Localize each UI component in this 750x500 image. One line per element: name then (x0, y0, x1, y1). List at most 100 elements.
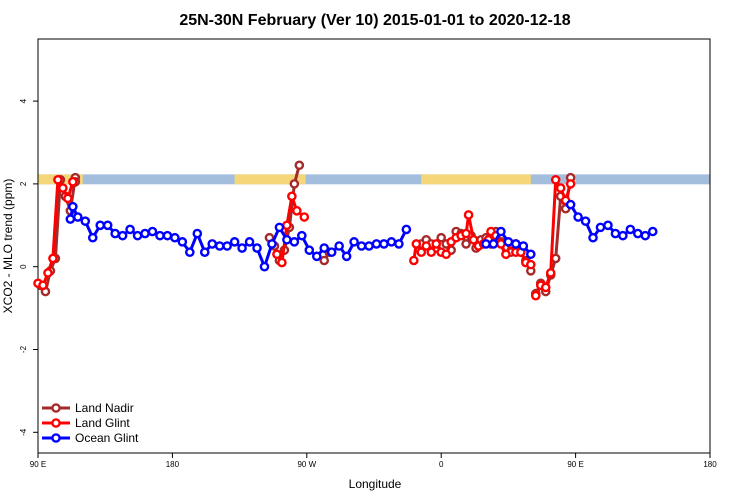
data-point (488, 239, 499, 249)
data-point (633, 228, 643, 239)
legend-item: Land Nadir (42, 401, 134, 415)
data-point (63, 193, 73, 204)
data-point (394, 239, 404, 249)
data-point (441, 249, 451, 260)
x-axis: 90 E 180 90 W 0 90 E 180 (30, 453, 717, 469)
legend-swatch-marker (51, 418, 61, 428)
legend-swatch-marker (51, 403, 61, 413)
data-point (287, 191, 297, 202)
data-point (282, 234, 292, 245)
data-point (229, 237, 240, 247)
y-axis: -4 -2 0 2 4 (19, 98, 38, 436)
data-point (503, 237, 514, 247)
data-point (102, 220, 113, 231)
x-tick-label: 90 E (30, 460, 46, 469)
data-point (274, 222, 285, 233)
data-point (610, 228, 621, 239)
data-point (550, 174, 561, 185)
data-point (371, 239, 382, 249)
data-point (162, 230, 173, 241)
x-tick-label: 180 (703, 460, 717, 469)
data-point (319, 243, 330, 253)
data-point (277, 257, 287, 268)
x-tick-label: 90 E (567, 460, 583, 469)
legend-item: Ocean Glint (42, 431, 139, 445)
data-point (267, 239, 277, 249)
data-point (436, 232, 447, 243)
data-point (326, 247, 337, 258)
data-point (311, 251, 322, 262)
data-point (237, 243, 247, 253)
data-point (409, 255, 419, 266)
data-point (431, 239, 442, 249)
data-point (468, 234, 479, 245)
data-point (65, 214, 76, 224)
data-point (132, 230, 143, 241)
data-point (185, 247, 195, 258)
data-point (530, 290, 541, 301)
data-point (214, 241, 225, 251)
data-point (170, 232, 180, 243)
data-point (58, 183, 68, 193)
data-point (110, 228, 120, 239)
data-point (244, 237, 255, 247)
x-tick-label: 0 (439, 460, 444, 469)
data-point (272, 249, 282, 260)
series-ocean-glint (65, 199, 658, 272)
data-point (177, 237, 188, 247)
data-point (481, 239, 491, 249)
data-point (341, 251, 352, 262)
data-point (140, 228, 150, 239)
series-layer (33, 160, 658, 301)
x-tick-label: 180 (166, 460, 180, 469)
y-tick-label: 2 (19, 181, 28, 186)
data-point (289, 179, 300, 189)
data-point (526, 259, 536, 270)
x-axis-title: Longitude (349, 477, 402, 491)
data-point (252, 243, 262, 253)
data-point (259, 261, 270, 272)
legend-label: Land Glint (75, 416, 130, 430)
surface-band (38, 174, 710, 185)
data-point (518, 241, 529, 251)
data-point (647, 226, 658, 237)
legend-swatch-marker (51, 433, 61, 443)
data-point (463, 210, 474, 220)
data-point (319, 255, 330, 266)
data-point (68, 177, 78, 187)
data-point (364, 241, 374, 251)
data-point (297, 230, 307, 241)
data-point (304, 245, 315, 255)
data-point (155, 230, 165, 241)
data-point (603, 220, 613, 231)
x-tick-label: 90 W (297, 460, 316, 469)
data-point (496, 226, 506, 237)
data-point (147, 226, 158, 237)
data-point (640, 230, 651, 241)
data-point (573, 212, 583, 222)
data-point (550, 253, 561, 264)
land-band-segment (234, 174, 306, 185)
data-point (356, 241, 367, 251)
data-point (349, 237, 359, 247)
data-point (565, 179, 576, 189)
data-point (222, 241, 232, 251)
data-point (421, 241, 432, 251)
data-point (386, 237, 397, 247)
data-point (426, 247, 437, 258)
data-point (545, 268, 556, 278)
data-point (501, 249, 511, 260)
data-point (595, 222, 606, 233)
legend-label: Ocean Glint (75, 431, 139, 445)
data-point (95, 220, 106, 231)
data-point (289, 237, 300, 247)
data-point (625, 224, 636, 235)
legend-item: Land Glint (42, 416, 130, 430)
data-point (299, 212, 310, 222)
data-point (73, 212, 83, 222)
data-point (125, 224, 135, 235)
data-point (416, 247, 427, 258)
data-point (334, 241, 344, 251)
data-point (53, 174, 63, 185)
